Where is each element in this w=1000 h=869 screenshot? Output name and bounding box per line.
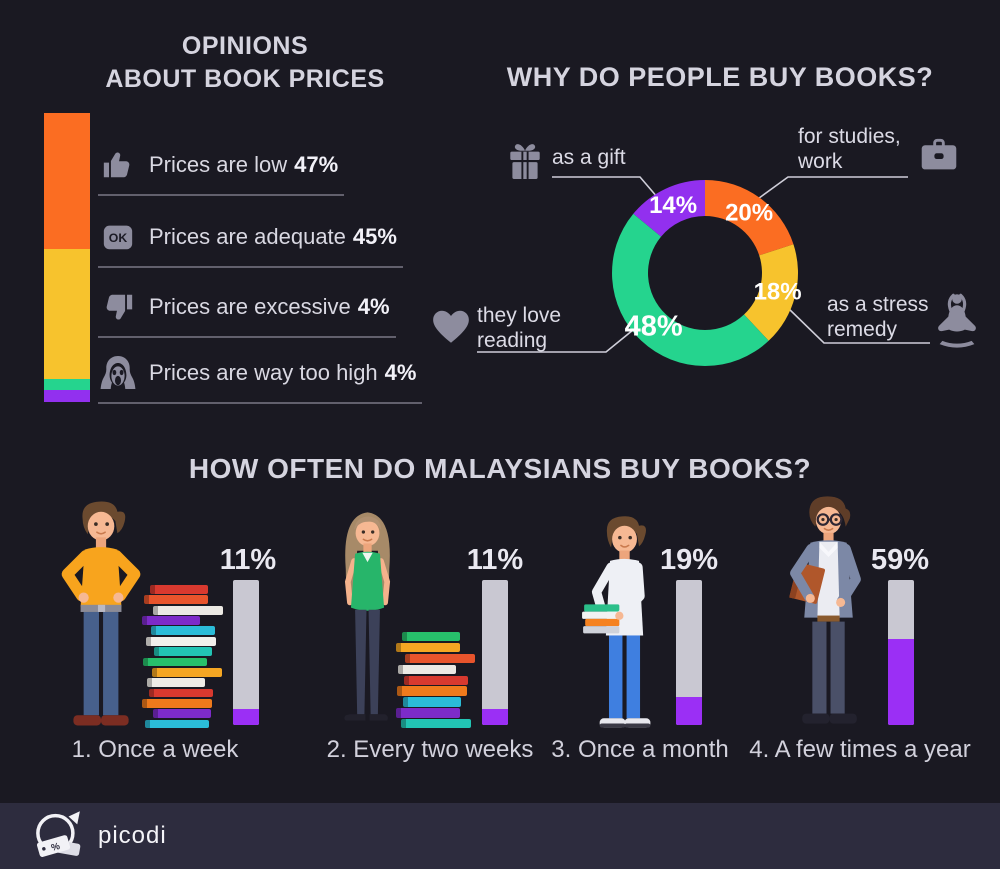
person-once-a-month (582, 516, 651, 728)
freq-bar-few-times-a-year (888, 580, 914, 725)
frequency-title: HOW OFTEN DO MALAYSIANS BUY BOOKS? (188, 453, 812, 484)
freq-caption: 1. Once a week (71, 736, 239, 763)
donut-slice (633, 180, 705, 237)
freq-bar-every-two-weeks (482, 580, 508, 725)
gift-icon (506, 138, 544, 185)
legend-value: 4% (357, 294, 390, 319)
freq-bar-fill (676, 697, 702, 725)
opinions-title: OPINIONS ABOUT BOOK PRICES (90, 30, 400, 95)
donut-label-stress: as a stress remedy (827, 293, 929, 341)
book (403, 697, 461, 707)
person-once-a-week (61, 501, 141, 726)
book (401, 719, 471, 729)
book (402, 632, 460, 642)
book (396, 642, 460, 653)
freq-bar-fill (482, 709, 508, 725)
book (150, 585, 208, 594)
book-stack-small (396, 632, 475, 730)
svg-text:%: % (50, 840, 62, 853)
legend-label: Prices are low (149, 152, 288, 177)
book (153, 605, 223, 615)
yoga-icon (934, 291, 980, 358)
briefcase-icon (918, 136, 960, 179)
legend-item-prices-way-too-high: Prices are way too high 4% (98, 354, 423, 404)
book (154, 647, 212, 656)
book (398, 664, 456, 675)
freq-bar-fill (888, 639, 914, 725)
donut-label-studies: for studies, work (798, 125, 901, 173)
donut-pct-label: 14% (649, 192, 697, 219)
opinion-bar-segment (44, 390, 90, 402)
opinions-title-line1: OPINIONS (181, 32, 309, 60)
donut-slice (612, 213, 769, 366)
book (151, 626, 215, 636)
book (396, 708, 460, 718)
freq-bar-once-a-month (676, 580, 702, 725)
freq-caption: 2. Every two weeks (326, 736, 534, 763)
svg-text:OK: OK (109, 231, 128, 245)
book (147, 678, 205, 688)
legend-label: Prices are excessive (149, 294, 351, 319)
scream-icon (100, 354, 136, 392)
brand-name: picodi (98, 822, 167, 849)
book (143, 657, 207, 667)
book (145, 719, 209, 729)
legend-item-prices-low: Prices are low 47% (98, 146, 345, 196)
legend-value: 4% (384, 360, 417, 385)
book (404, 675, 468, 685)
freq-caption: 3. Once a month (551, 736, 729, 763)
book (153, 709, 211, 719)
freq-value-label: 19% (659, 544, 719, 576)
opinion-bar-segment (44, 113, 90, 249)
opinions-title-line2: ABOUT BOOK PRICES (105, 64, 385, 93)
person-every-two-weeks (344, 512, 391, 721)
donut-label-reading: they love reading (477, 304, 562, 352)
ok-badge-icon: OK (100, 218, 136, 256)
donut-pct-label: 18% (754, 279, 802, 306)
picodi-logo-icon: % (30, 809, 86, 864)
book (152, 667, 222, 677)
freq-value-label: 59% (870, 544, 930, 576)
person-few-times-a-year (789, 496, 861, 724)
legend-item-prices-adequate: OK Prices are adequate 45% (98, 218, 403, 268)
book (142, 698, 212, 708)
legend-label: Prices are way too high (149, 360, 378, 385)
heart-icon (430, 308, 472, 351)
reasons-title: WHY DO PEOPLE BUY BOOKS? (506, 62, 934, 92)
legend-value: 47% (294, 152, 339, 177)
book (142, 616, 200, 625)
footer: % picodi (0, 803, 1000, 869)
book (144, 595, 208, 605)
donut-slice (705, 180, 794, 256)
book (146, 636, 216, 646)
freq-caption: 4. A few times a year (749, 736, 971, 763)
donut-pct-label: 48% (625, 311, 683, 343)
opinions-stacked-bar (44, 113, 90, 402)
book (397, 686, 467, 696)
legend-value: 45% (352, 224, 397, 249)
opinion-bar-segment (44, 248, 90, 379)
donut-pct-label: 20% (725, 199, 773, 226)
donut-label-gift: as a gift (552, 146, 626, 169)
book-stack-large (142, 585, 223, 730)
donut-svg: 20% 18% 48% 14% (612, 180, 802, 366)
legend-item-prices-excessive: Prices are excessive 4% (98, 288, 396, 338)
freq-value-label: 11% (466, 544, 524, 576)
donut-slice (744, 244, 798, 341)
freq-bar-once-a-week (233, 580, 259, 725)
freq-value-label: 11% (219, 544, 277, 576)
opinion-bar-segment (44, 378, 90, 391)
thumbs-down-icon (100, 288, 136, 326)
thumbs-up-icon (100, 146, 136, 184)
book (405, 653, 475, 664)
freq-bar-fill (233, 709, 259, 725)
legend-label: Prices are adequate (149, 224, 346, 249)
book (149, 688, 213, 698)
